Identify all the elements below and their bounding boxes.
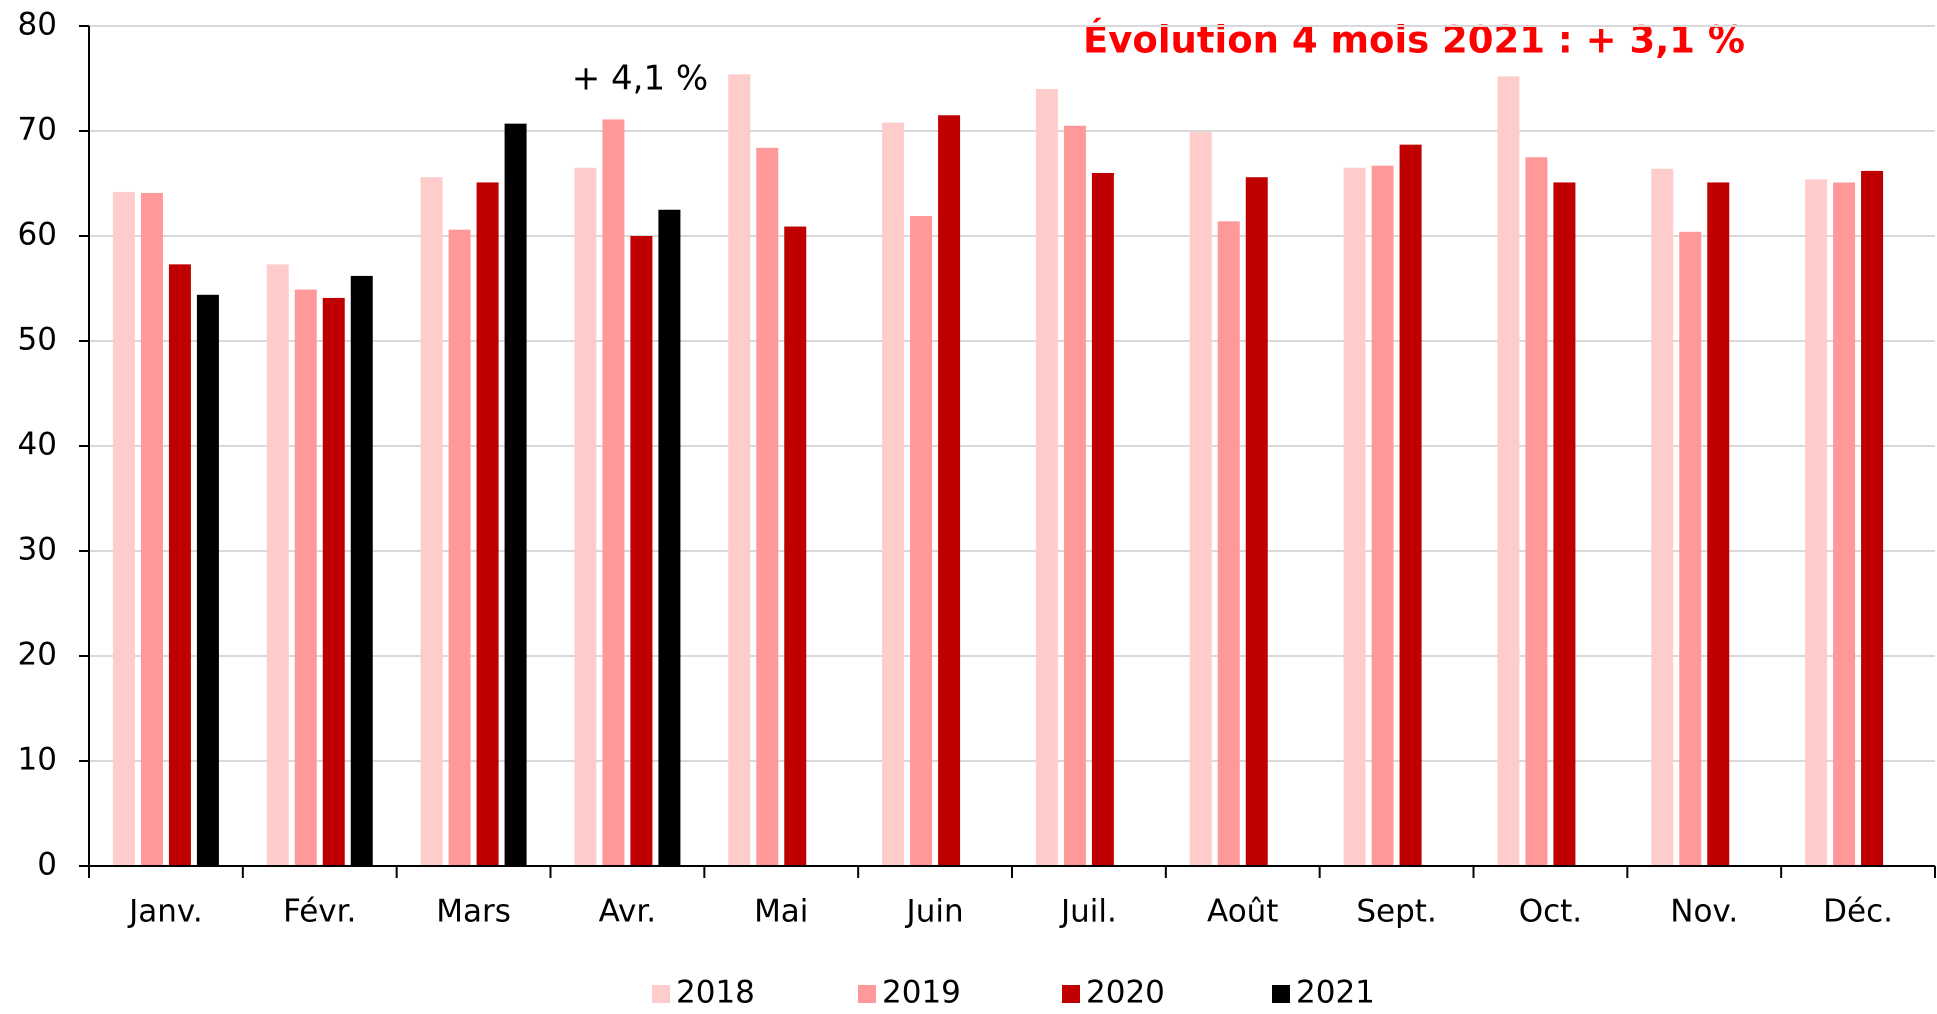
legend-label: 2019 bbox=[882, 975, 961, 1011]
x-tick-label: Déc. bbox=[1823, 894, 1893, 930]
x-tick-label: Juil. bbox=[1059, 894, 1117, 930]
legend-swatch bbox=[858, 985, 876, 1003]
y-tick-label: 30 bbox=[18, 532, 57, 568]
x-tick-label: Mars bbox=[436, 894, 511, 930]
x-tick-label: Juin bbox=[905, 894, 964, 930]
bar bbox=[938, 115, 961, 866]
legend-label: 2021 bbox=[1296, 975, 1375, 1011]
bar bbox=[504, 123, 527, 866]
x-tick-label: Avr. bbox=[599, 894, 657, 930]
bar bbox=[1035, 89, 1058, 866]
x-tick-label: Oct. bbox=[1519, 894, 1582, 930]
bar bbox=[728, 74, 751, 867]
annotation: Évolution 4 mois 2021 : + 3,1 % bbox=[1083, 18, 1745, 62]
bar bbox=[1091, 173, 1114, 866]
bar bbox=[1399, 144, 1422, 866]
legend-label: 2018 bbox=[676, 975, 755, 1011]
bar bbox=[350, 275, 373, 866]
bar bbox=[784, 226, 807, 867]
legend-label: 2020 bbox=[1086, 975, 1165, 1011]
bar bbox=[1833, 182, 1856, 866]
annotation: + 4,1 % bbox=[572, 59, 708, 99]
bar bbox=[910, 216, 933, 867]
bar bbox=[1553, 182, 1576, 866]
legend-swatch bbox=[652, 985, 670, 1003]
y-tick-label: 20 bbox=[18, 637, 57, 673]
legend-swatch bbox=[1272, 985, 1290, 1003]
bar bbox=[476, 182, 499, 866]
y-tick-label: 60 bbox=[18, 217, 57, 253]
bar bbox=[1497, 76, 1520, 866]
bar bbox=[1651, 168, 1674, 867]
bar bbox=[294, 289, 317, 866]
bar bbox=[602, 119, 625, 866]
bar bbox=[1805, 179, 1828, 867]
bar bbox=[1217, 221, 1240, 867]
bar bbox=[882, 122, 905, 867]
bar bbox=[1861, 170, 1884, 866]
bar bbox=[196, 294, 219, 866]
bar bbox=[1679, 231, 1702, 867]
bar bbox=[112, 191, 135, 866]
bar bbox=[168, 264, 191, 867]
bar bbox=[1707, 182, 1730, 866]
bar bbox=[1525, 157, 1548, 866]
y-tick-label: 50 bbox=[18, 322, 57, 358]
bar bbox=[756, 147, 779, 867]
bar bbox=[1371, 165, 1394, 866]
legend-swatch bbox=[1062, 985, 1080, 1003]
bar bbox=[322, 297, 345, 866]
x-tick-label: Sept. bbox=[1356, 894, 1436, 930]
y-tick-label: 80 bbox=[18, 7, 57, 43]
x-tick-label: Janv. bbox=[127, 894, 203, 930]
bar bbox=[1343, 167, 1366, 866]
x-tick-label: Nov. bbox=[1670, 894, 1738, 930]
bar bbox=[1245, 177, 1268, 866]
bar bbox=[266, 264, 289, 867]
x-tick-label: Févr. bbox=[283, 894, 356, 930]
bar bbox=[1189, 132, 1212, 867]
y-tick-label: 70 bbox=[18, 112, 57, 148]
bar bbox=[658, 209, 681, 866]
bar bbox=[630, 236, 653, 866]
bar bbox=[574, 167, 597, 866]
x-tick-label: Mai bbox=[754, 894, 808, 930]
y-tick-label: 0 bbox=[37, 847, 57, 883]
bar bbox=[140, 192, 163, 866]
y-tick-label: 40 bbox=[18, 427, 57, 463]
bar bbox=[448, 229, 471, 866]
bar bbox=[420, 177, 443, 866]
y-tick-label: 10 bbox=[18, 742, 57, 778]
bar bbox=[1063, 125, 1086, 866]
x-tick-label: Août bbox=[1207, 894, 1278, 930]
